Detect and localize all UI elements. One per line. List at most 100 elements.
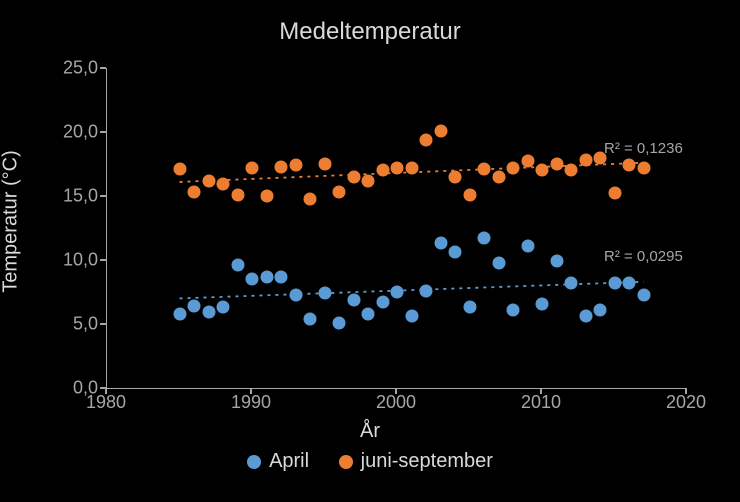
chart-title: Medeltemperatur (0, 18, 740, 46)
data-point (289, 288, 302, 301)
data-point (463, 301, 476, 314)
x-tick-label: 1990 (231, 392, 271, 413)
y-tick-mark (100, 323, 106, 325)
data-point (608, 277, 621, 290)
data-point (362, 174, 375, 187)
x-tick-mark (395, 388, 397, 394)
y-tick-mark (100, 67, 106, 69)
data-point (434, 237, 447, 250)
data-point (304, 192, 317, 205)
legend-label-juni-september: juni-september (361, 450, 493, 473)
data-point (275, 270, 288, 283)
r2-annotation: R² = 0,0295 (604, 248, 683, 265)
data-point (550, 158, 563, 171)
data-point (333, 316, 346, 329)
data-point (275, 160, 288, 173)
y-tick-mark (100, 259, 106, 261)
data-point (565, 277, 578, 290)
data-point (565, 164, 578, 177)
data-point (478, 232, 491, 245)
data-point (202, 174, 215, 187)
data-point (521, 239, 534, 252)
y-tick-mark (100, 195, 106, 197)
data-point (260, 270, 273, 283)
data-point (478, 163, 491, 176)
data-point (550, 255, 563, 268)
data-point (333, 186, 346, 199)
data-point (217, 178, 230, 191)
y-tick-label: 15,0 (48, 186, 98, 207)
data-point (391, 161, 404, 174)
data-point (217, 301, 230, 314)
data-point (246, 161, 259, 174)
data-point (420, 133, 433, 146)
plot-area (106, 68, 687, 389)
data-point (449, 246, 462, 259)
y-tick-label: 20,0 (48, 122, 98, 143)
data-point (579, 154, 592, 167)
data-point (347, 170, 360, 183)
data-point (318, 158, 331, 171)
data-point (492, 170, 505, 183)
data-point (449, 170, 462, 183)
legend: April juni-september (0, 450, 740, 475)
x-tick-label: 1980 (86, 392, 126, 413)
x-tick-mark (250, 388, 252, 394)
data-point (536, 164, 549, 177)
data-point (420, 284, 433, 297)
data-point (623, 159, 636, 172)
data-point (405, 310, 418, 323)
data-point (623, 277, 636, 290)
legend-item-juni-september: juni-september (339, 450, 493, 473)
y-tick-label: 5,0 (48, 314, 98, 335)
data-point (231, 259, 244, 272)
data-point (434, 124, 447, 137)
data-point (173, 163, 186, 176)
data-point (536, 297, 549, 310)
data-point (188, 300, 201, 313)
legend-item-april: April (247, 450, 309, 473)
data-point (188, 186, 201, 199)
data-point (231, 188, 244, 201)
data-point (202, 306, 215, 319)
y-tick-label: 25,0 (48, 58, 98, 79)
data-point (463, 188, 476, 201)
chart-container: Medeltemperatur Temperatur (°C) År April… (0, 0, 740, 502)
r2-annotation: R² = 0,1236 (604, 140, 683, 157)
data-point (173, 307, 186, 320)
data-point (594, 303, 607, 316)
data-point (260, 190, 273, 203)
data-point (304, 312, 317, 325)
data-point (362, 307, 375, 320)
legend-dot-juni-september (339, 455, 353, 469)
legend-dot-april (247, 455, 261, 469)
data-point (507, 161, 520, 174)
data-point (507, 303, 520, 316)
data-point (376, 164, 389, 177)
data-point (637, 161, 650, 174)
trendlines-svg (107, 68, 687, 388)
data-point (492, 256, 505, 269)
data-point (521, 155, 534, 168)
y-tick-label: 10,0 (48, 250, 98, 271)
data-point (289, 159, 302, 172)
x-tick-label: 2020 (666, 392, 706, 413)
x-tick-mark (685, 388, 687, 394)
y-tick-mark (100, 131, 106, 133)
data-point (608, 187, 621, 200)
data-point (318, 287, 331, 300)
x-tick-mark (540, 388, 542, 394)
data-point (579, 310, 592, 323)
x-tick-mark (105, 388, 107, 394)
x-tick-label: 2000 (376, 392, 416, 413)
legend-label-april: April (269, 450, 309, 473)
data-point (246, 273, 259, 286)
data-point (405, 161, 418, 174)
data-point (376, 296, 389, 309)
data-point (637, 288, 650, 301)
x-tick-label: 2010 (521, 392, 561, 413)
x-axis-label: År (0, 420, 740, 443)
data-point (391, 286, 404, 299)
y-axis-label: Temperatur (°C) (0, 150, 23, 292)
data-point (347, 293, 360, 306)
